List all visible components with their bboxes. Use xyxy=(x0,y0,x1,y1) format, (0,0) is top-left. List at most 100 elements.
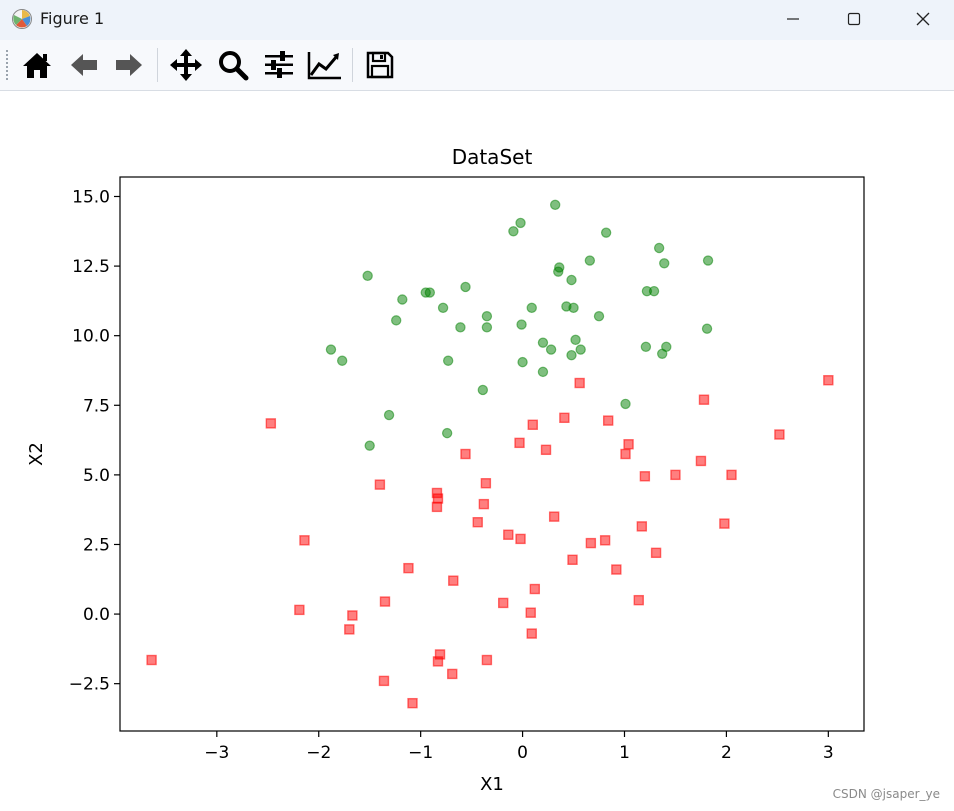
data-point-square xyxy=(525,607,536,618)
forward-arrow-icon xyxy=(116,54,142,76)
data-point-square xyxy=(670,469,681,481)
data-point-square xyxy=(774,429,785,440)
data-point-circle xyxy=(566,274,577,286)
toolbar-separator xyxy=(157,48,158,82)
data-point-square xyxy=(294,604,305,616)
data-point-square xyxy=(146,654,157,666)
data-point-square xyxy=(379,596,391,607)
data-point-circle xyxy=(397,294,408,305)
data-point-square xyxy=(719,518,730,529)
data-point-square xyxy=(480,478,492,489)
data-point-square xyxy=(407,697,418,709)
data-point-square xyxy=(374,479,386,490)
data-point-circle xyxy=(570,334,581,346)
close-button[interactable] xyxy=(900,0,946,38)
data-point-circle xyxy=(545,344,557,355)
save-button[interactable] xyxy=(361,47,399,83)
data-point-circle xyxy=(442,355,454,366)
y-tick-label: 10.0 xyxy=(72,327,110,347)
toolbar-grip[interactable] xyxy=(6,50,8,80)
home-button[interactable] xyxy=(18,47,56,83)
data-point-circle xyxy=(455,322,466,333)
pan-icon xyxy=(170,49,202,81)
data-point-circle xyxy=(537,337,549,348)
data-point-square xyxy=(639,471,651,482)
data-point-circle xyxy=(657,348,668,359)
close-icon xyxy=(916,12,930,26)
data-point-square xyxy=(540,444,552,456)
x-tick-label: 3 xyxy=(823,743,834,763)
data-point-circle xyxy=(460,281,471,293)
y-tick-label: 15.0 xyxy=(72,187,110,207)
x-tick-label: 0 xyxy=(517,743,528,763)
toolbar-separator xyxy=(352,48,353,82)
data-point-square xyxy=(650,547,662,559)
data-point-square xyxy=(478,498,490,510)
data-point-circle xyxy=(600,227,612,238)
y-axis-label: X2 xyxy=(26,442,47,466)
data-point-square xyxy=(347,610,358,621)
data-point-circle xyxy=(437,302,449,314)
data-point-circle xyxy=(568,302,579,314)
zoom-icon xyxy=(219,51,249,81)
data-point-square xyxy=(432,656,444,667)
maximize-button[interactable] xyxy=(831,0,877,38)
data-point-square xyxy=(431,501,443,513)
data-point-square xyxy=(574,377,585,389)
data-point-square xyxy=(695,455,707,467)
data-point-circle xyxy=(553,266,564,277)
data-point-circle xyxy=(515,217,526,229)
y-tick-label: 0.0 xyxy=(83,605,110,625)
data-point-square xyxy=(529,583,541,595)
x-tick-label: 2 xyxy=(721,743,732,763)
minimize-button[interactable] xyxy=(770,0,816,38)
y-tick-label: −2.5 xyxy=(69,675,110,695)
data-point-square xyxy=(636,521,648,532)
data-point-square xyxy=(633,594,644,606)
data-point-circle xyxy=(659,258,670,269)
data-point-square xyxy=(526,628,537,639)
back-button[interactable] xyxy=(65,47,103,83)
data-point-circle xyxy=(516,319,527,330)
zoom-button[interactable] xyxy=(214,47,252,83)
data-point-circle xyxy=(481,310,493,322)
data-point-square xyxy=(620,448,631,460)
data-point-circle xyxy=(383,409,395,421)
data-point-square xyxy=(726,469,737,481)
window-title: Figure 1 xyxy=(40,9,105,28)
data-point-square xyxy=(460,448,471,460)
data-point-square xyxy=(299,535,310,546)
data-point-circle xyxy=(549,199,561,211)
y-tick-label: 5.0 xyxy=(83,466,110,486)
x-tick-label: −3 xyxy=(204,743,229,763)
x-axis-label: X1 xyxy=(480,774,504,795)
y-tick-label: 2.5 xyxy=(83,535,110,555)
data-point-circle xyxy=(584,255,596,266)
data-point-circle xyxy=(477,384,489,396)
y-tick-label: 7.5 xyxy=(83,396,110,416)
configure-subplots-button[interactable] xyxy=(260,47,298,83)
data-point-circle xyxy=(325,344,337,355)
data-point-square xyxy=(432,493,444,504)
data-point-circle xyxy=(701,323,713,334)
watermark: CSDN @jsaper_ye xyxy=(832,787,940,801)
data-point-circle xyxy=(537,366,549,378)
data-point-circle xyxy=(566,349,577,361)
plot-frame xyxy=(119,176,865,732)
data-point-circle xyxy=(593,310,605,322)
data-point-square xyxy=(344,624,355,635)
data-point-square xyxy=(265,418,277,429)
edit-axis-button[interactable] xyxy=(306,47,344,83)
matplotlib-logo-icon xyxy=(12,9,32,29)
x-tick-label: −2 xyxy=(306,743,331,763)
data-point-circle xyxy=(441,427,453,439)
data-point-square xyxy=(567,554,578,565)
edit-axis-icon xyxy=(307,52,341,80)
data-point-square xyxy=(623,439,634,450)
pan-button[interactable] xyxy=(167,47,205,83)
forward-button[interactable] xyxy=(110,47,148,83)
home-icon xyxy=(23,53,51,78)
data-point-circle xyxy=(390,315,402,326)
data-point-circle xyxy=(364,440,375,451)
data-point-square xyxy=(559,412,570,424)
